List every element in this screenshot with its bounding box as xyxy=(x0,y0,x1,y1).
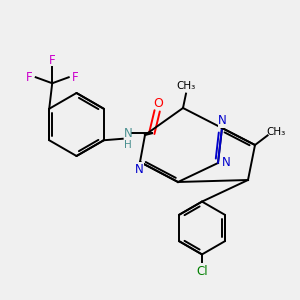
Text: Cl: Cl xyxy=(196,265,208,278)
Text: F: F xyxy=(49,54,56,67)
Text: N: N xyxy=(135,163,144,176)
Text: F: F xyxy=(26,71,32,84)
Text: N: N xyxy=(222,157,231,169)
Text: CH₃: CH₃ xyxy=(176,81,196,91)
Text: H: H xyxy=(124,140,132,150)
Text: N: N xyxy=(218,114,227,127)
Text: O: O xyxy=(154,97,164,110)
Text: F: F xyxy=(72,71,79,84)
Text: N: N xyxy=(123,127,132,140)
Text: CH₃: CH₃ xyxy=(266,128,286,137)
